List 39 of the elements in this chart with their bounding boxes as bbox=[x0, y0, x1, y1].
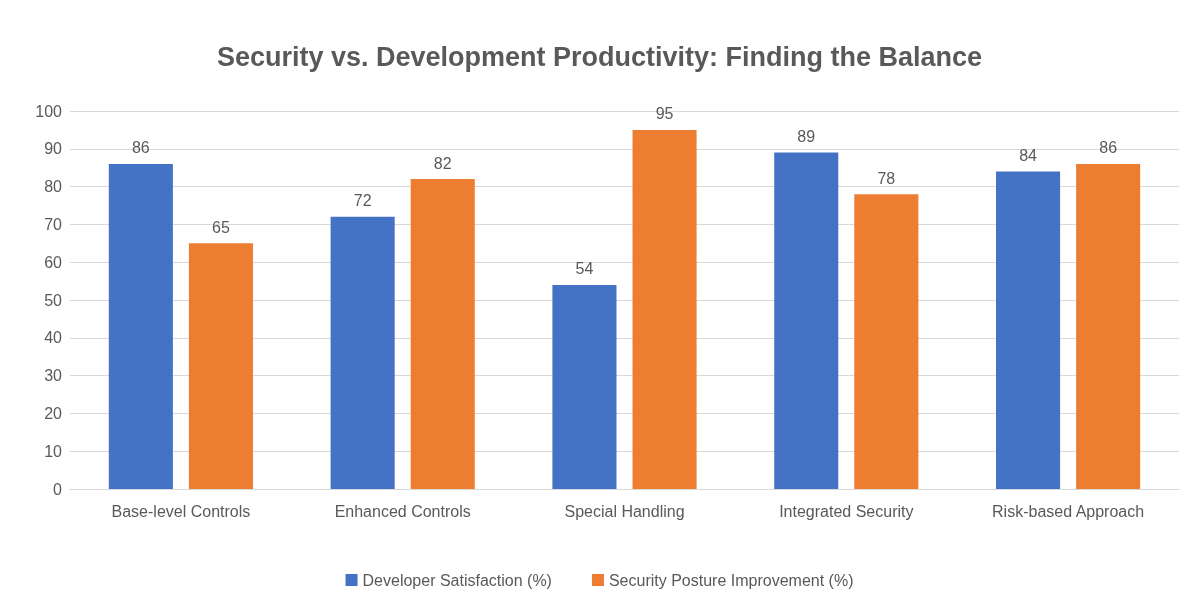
y-tick-label: 100 bbox=[35, 102, 63, 120]
y-tick-label: 90 bbox=[44, 140, 63, 158]
y-tick-label: 10 bbox=[44, 442, 63, 460]
data-label: 86 bbox=[1099, 139, 1118, 157]
x-tick-label: Integrated Security bbox=[779, 502, 914, 520]
x-tick-label: Enhanced Controls bbox=[334, 502, 471, 520]
bar bbox=[854, 194, 919, 489]
data-label: 86 bbox=[131, 139, 150, 157]
bar bbox=[330, 216, 395, 489]
bar bbox=[552, 284, 617, 489]
y-tick-label: 40 bbox=[44, 329, 63, 347]
x-tick-label: Risk-based Approach bbox=[992, 502, 1145, 520]
legend-label: Security Posture Improvement (%) bbox=[608, 571, 854, 589]
bar bbox=[996, 171, 1061, 489]
y-tick-label: 80 bbox=[44, 178, 63, 196]
y-tick-label: 60 bbox=[44, 253, 63, 271]
x-tick-label: Base-level Controls bbox=[111, 502, 251, 520]
bar bbox=[410, 179, 475, 489]
legend-label: Developer Satisfaction (%) bbox=[362, 571, 552, 589]
y-tick-label: 50 bbox=[44, 291, 63, 309]
y-tick-label: 30 bbox=[44, 367, 63, 385]
chart-title: Security vs. Development Productivity: Finding the Balance bbox=[216, 41, 983, 72]
x-tick-label: Special Handling bbox=[564, 502, 685, 520]
y-tick-label: 70 bbox=[44, 215, 63, 233]
data-label: 54 bbox=[575, 260, 594, 278]
data-label: 89 bbox=[797, 128, 816, 146]
data-label: 78 bbox=[877, 169, 896, 187]
bar bbox=[108, 163, 173, 489]
data-label: 65 bbox=[212, 218, 230, 236]
bar bbox=[1076, 163, 1141, 489]
data-label: 72 bbox=[353, 192, 372, 210]
data-label: 95 bbox=[655, 105, 674, 123]
bar bbox=[774, 152, 839, 489]
data-label: 82 bbox=[433, 154, 452, 172]
y-tick-label: 0 bbox=[53, 480, 63, 498]
bar bbox=[188, 243, 253, 489]
bar bbox=[632, 129, 697, 489]
data-label: 84 bbox=[1019, 146, 1038, 164]
y-tick-label: 20 bbox=[44, 404, 63, 422]
